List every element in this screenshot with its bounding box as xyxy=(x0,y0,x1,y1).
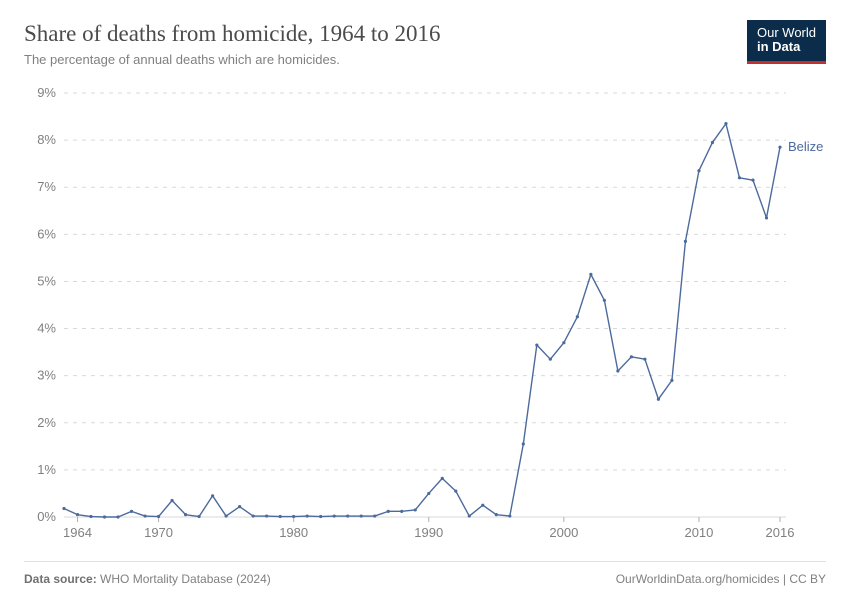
series-marker xyxy=(441,476,444,479)
series-marker xyxy=(279,515,282,518)
series-marker xyxy=(765,216,768,219)
series-marker xyxy=(157,515,160,518)
series-marker xyxy=(549,357,552,360)
series-marker xyxy=(373,514,376,517)
chart-container: Share of deaths from homicide, 1964 to 2… xyxy=(0,0,850,600)
series-marker xyxy=(495,513,498,516)
series-marker xyxy=(454,489,457,492)
header: Share of deaths from homicide, 1964 to 2… xyxy=(24,20,826,67)
series-marker xyxy=(738,176,741,179)
y-tick-label: 9% xyxy=(37,85,56,100)
series-marker xyxy=(265,514,268,517)
x-tick-label: 2010 xyxy=(684,525,713,540)
series-marker xyxy=(116,515,119,518)
x-tick-label: 1964 xyxy=(63,525,92,540)
series-marker xyxy=(522,442,525,445)
series-marker xyxy=(630,355,633,358)
series-marker xyxy=(76,513,79,516)
y-tick-label: 2% xyxy=(37,414,56,429)
y-tick-label: 7% xyxy=(37,179,56,194)
series-marker xyxy=(103,515,106,518)
logo-line2: in Data xyxy=(757,40,816,54)
series-marker xyxy=(711,140,714,143)
line-chart-svg: 0% 1% 2% 3% 4% 5% 6% 7% 8% 9% 1964 1970 1980 1990 2000… xyxy=(24,85,826,545)
chart-area: 0% 1% 2% 3% 4% 5% 6% 7% 8% 9% 1964 1970 1980 1990 2000… xyxy=(24,85,826,550)
series-marker xyxy=(387,509,390,512)
series-marker xyxy=(468,514,471,517)
series-marker xyxy=(751,178,754,181)
y-tick-label: 4% xyxy=(37,320,56,335)
series-marker xyxy=(400,509,403,512)
x-tick-label: 2000 xyxy=(549,525,578,540)
series-marker xyxy=(319,515,322,518)
x-tick-label: 1990 xyxy=(414,525,443,540)
series-marker xyxy=(670,378,673,381)
series-marker xyxy=(427,491,430,494)
series-marker xyxy=(576,315,579,318)
series-marker xyxy=(684,239,687,242)
source-label: Data source: xyxy=(24,572,97,586)
series-marker xyxy=(360,514,363,517)
series-marker xyxy=(589,272,592,275)
series-line xyxy=(64,123,780,516)
x-tick-label: 2016 xyxy=(766,525,795,540)
series-marker xyxy=(508,514,511,517)
series-marker xyxy=(225,514,228,517)
series-marker xyxy=(197,515,200,518)
series-marker xyxy=(170,499,173,502)
series-marker xyxy=(143,514,146,517)
series-marker xyxy=(616,369,619,372)
series-marker xyxy=(333,514,336,517)
series-marker xyxy=(643,357,646,360)
x-tick-label: 1980 xyxy=(279,525,308,540)
y-tick-label: 5% xyxy=(37,273,56,288)
y-tick-label: 8% xyxy=(37,132,56,147)
y-tick-label: 3% xyxy=(37,367,56,382)
series-marker xyxy=(535,343,538,346)
series-marker xyxy=(603,298,606,301)
y-tick-label: 0% xyxy=(37,509,56,524)
logo-line1: Our World xyxy=(757,26,816,40)
y-tick-label: 6% xyxy=(37,226,56,241)
series-marker xyxy=(657,397,660,400)
series-marker xyxy=(184,513,187,516)
series-marker xyxy=(130,509,133,512)
series-marker xyxy=(292,515,295,518)
source-value: WHO Mortality Database (2024) xyxy=(100,572,271,586)
footer-attribution: OurWorldinData.org/homicides | CC BY xyxy=(616,572,826,586)
series-marker xyxy=(414,508,417,511)
chart-title: Share of deaths from homicide, 1964 to 2… xyxy=(24,20,826,48)
series-marker xyxy=(697,169,700,172)
series-marker xyxy=(89,515,92,518)
series-marker xyxy=(724,122,727,125)
series-marker xyxy=(211,494,214,497)
series-label: Belize xyxy=(788,139,823,154)
series-marker xyxy=(346,514,349,517)
x-tick-label: 1970 xyxy=(144,525,173,540)
series-marker xyxy=(238,505,241,508)
chart-subtitle: The percentage of annual deaths which ar… xyxy=(24,52,826,67)
series-marker xyxy=(252,514,255,517)
series-marker xyxy=(562,341,565,344)
footer-source: Data source: WHO Mortality Database (202… xyxy=(24,572,271,586)
owid-logo: Our World in Data xyxy=(747,20,826,64)
y-tick-label: 1% xyxy=(37,461,56,476)
series-marker xyxy=(778,145,781,148)
series-marker xyxy=(306,514,309,517)
series-marker xyxy=(62,507,65,510)
footer: Data source: WHO Mortality Database (202… xyxy=(24,561,826,586)
series-marker xyxy=(481,503,484,506)
